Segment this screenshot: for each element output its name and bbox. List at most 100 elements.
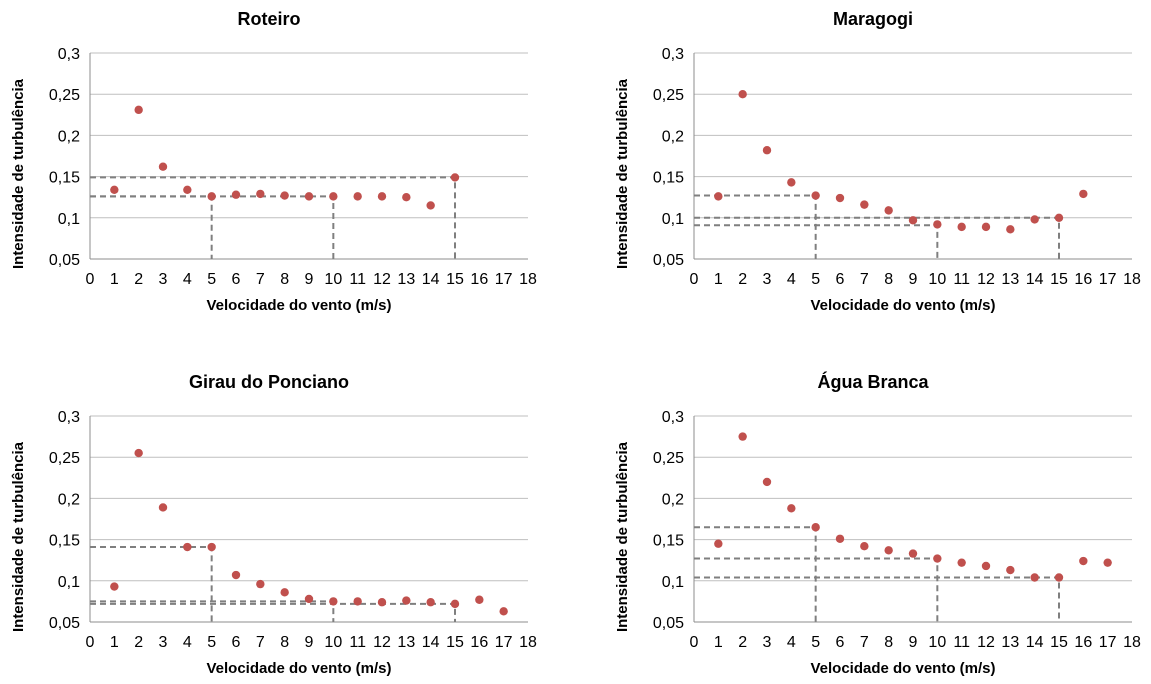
data-point [787, 178, 796, 187]
data-point [402, 596, 411, 605]
x-tick-label: 2 [738, 634, 747, 651]
x-tick-label: 5 [207, 634, 216, 651]
y-axis-label: Intensidade de turbulência [10, 78, 27, 269]
data-point [981, 561, 991, 571]
x-tick-label: 7 [860, 271, 869, 288]
x-tick-label: 8 [884, 271, 893, 288]
data-point [933, 554, 942, 563]
data-point [835, 534, 845, 543]
data-point [714, 539, 723, 548]
x-tick-label: 10 [928, 634, 946, 651]
x-tick-label: 0 [86, 271, 95, 288]
x-axis-label: Velocidade do vento (m/s) [206, 297, 391, 314]
x-tick-label: 18 [519, 634, 537, 651]
y-tick-label: 0,05 [49, 615, 80, 632]
data-point [1054, 213, 1064, 222]
reference-line-x5 [90, 546, 213, 622]
y-tick-label: 0,15 [49, 533, 80, 550]
data-point [1006, 225, 1015, 234]
x-tick-label: 7 [256, 634, 265, 651]
data-point [134, 448, 143, 458]
y-tick-label: 0,05 [49, 252, 80, 269]
data-point [1079, 556, 1088, 566]
data-point [475, 595, 484, 604]
y-axis-label: Intensidade de turbulência [614, 78, 631, 269]
data-point [402, 193, 411, 202]
chart-title: Água Branca [817, 371, 929, 392]
x-tick-label: 1 [110, 271, 119, 288]
y-tick-label: 0,25 [653, 450, 684, 467]
x-tick-label: 13 [397, 634, 415, 651]
y-tick-label: 0,05 [653, 252, 684, 269]
y-tick-label: 0,05 [653, 615, 684, 632]
x-tick-label: 11 [953, 634, 970, 651]
x-tick-label: 2 [134, 271, 143, 288]
data-point [714, 192, 723, 201]
reference-line-x15 [694, 576, 1060, 622]
data-point [860, 200, 869, 209]
x-tick-label: 4 [183, 634, 192, 651]
data-point [450, 173, 460, 182]
x-tick-label: 1 [110, 634, 119, 651]
x-tick-label: 17 [495, 271, 513, 288]
data-point [110, 185, 119, 194]
x-tick-label: 15 [1050, 634, 1068, 651]
x-tick-label: 6 [836, 271, 845, 288]
data-point [835, 193, 845, 203]
y-tick-label: 0,2 [662, 491, 684, 508]
x-tick-label: 17 [1099, 634, 1117, 651]
reference-line-x5 [694, 526, 817, 622]
data-point [183, 185, 192, 194]
x-tick-label: 4 [787, 634, 796, 651]
x-tick-label: 1 [714, 634, 723, 651]
x-tick-label: 12 [977, 271, 995, 288]
data-point [762, 477, 772, 487]
data-point [787, 504, 796, 513]
y-tick-label: 0,3 [662, 409, 684, 426]
x-tick-label: 9 [909, 634, 918, 651]
x-tick-label: 14 [422, 634, 440, 651]
data-point [134, 105, 143, 115]
data-point [738, 432, 747, 441]
data-point [1054, 573, 1064, 582]
x-tick-label: 5 [207, 271, 216, 288]
data-point [231, 190, 241, 199]
y-tick-label: 0,1 [662, 211, 684, 228]
reference-line-x5 [694, 194, 817, 259]
x-tick-label: 14 [1026, 634, 1044, 651]
x-tick-label: 16 [470, 271, 488, 288]
x-tick-label: 3 [763, 271, 772, 288]
x-tick-label: 18 [1123, 634, 1141, 651]
data-point [158, 503, 168, 512]
data-point [908, 216, 918, 225]
data-point [329, 597, 338, 606]
data-point [884, 546, 893, 555]
data-point [426, 598, 435, 607]
x-tick-label: 13 [1001, 271, 1019, 288]
data-point [499, 607, 508, 616]
data-point [280, 191, 289, 200]
x-tick-label: 16 [470, 634, 488, 651]
data-point [304, 594, 314, 604]
x-tick-label: 15 [446, 271, 464, 288]
y-tick-label: 0,25 [653, 87, 684, 104]
data-point [329, 192, 338, 201]
data-point [304, 192, 314, 201]
x-tick-label: 11 [349, 634, 366, 651]
data-point [957, 558, 966, 567]
data-point [231, 570, 241, 580]
data-point [256, 189, 265, 199]
x-tick-label: 12 [373, 634, 391, 651]
x-tick-label: 10 [324, 271, 342, 288]
y-tick-label: 0,3 [58, 46, 80, 63]
data-point [811, 523, 820, 532]
x-tick-label: 7 [860, 634, 869, 651]
x-tick-label: 5 [811, 634, 820, 651]
chart-title: Maragogi [833, 9, 913, 29]
data-point [207, 542, 216, 552]
x-tick-label: 12 [977, 634, 995, 651]
x-tick-label: 14 [1026, 271, 1044, 288]
data-point [1079, 189, 1088, 199]
